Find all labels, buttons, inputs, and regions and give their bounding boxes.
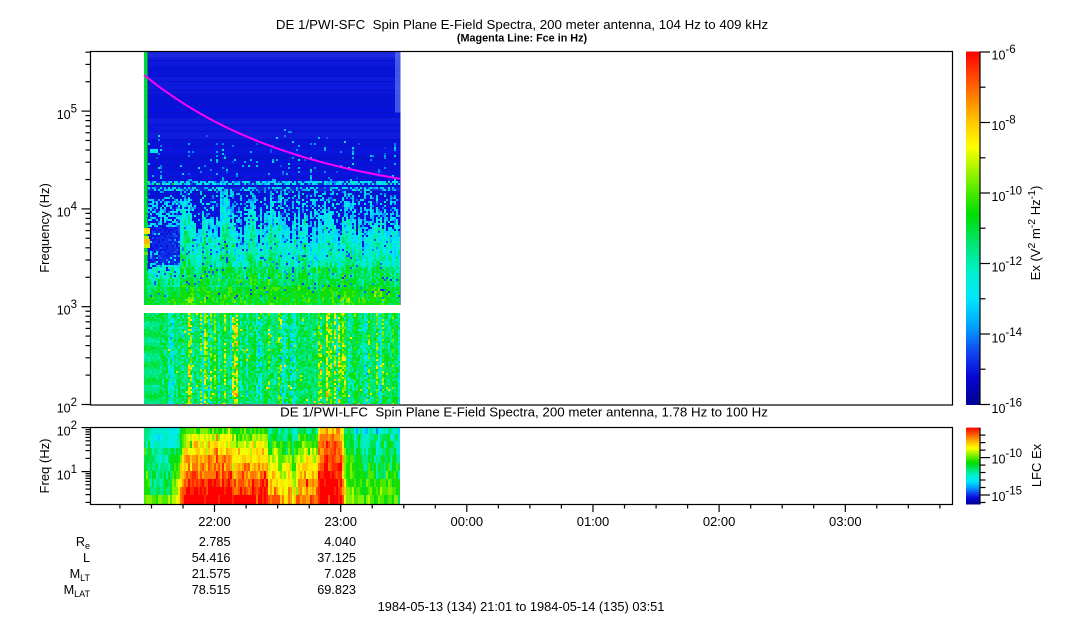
svg-text:DE 1/PWI-SFC Spin Plane E-Fie: DE 1/PWI-SFC Spin Plane E-Field Spectra,… (276, 17, 768, 32)
svg-text:Freq (Hz): Freq (Hz) (37, 439, 52, 494)
svg-text:01:00: 01:00 (577, 514, 610, 529)
svg-text:23:00: 23:00 (324, 514, 357, 529)
svg-text:00:00: 00:00 (451, 514, 484, 529)
svg-text:Ex (V2 m-2 Hz-1): Ex (V2 m-2 Hz-1) (1026, 186, 1043, 281)
svg-text:L: L (83, 551, 90, 565)
svg-text:78.515: 78.515 (192, 583, 231, 597)
svg-text:4.040: 4.040 (324, 535, 356, 549)
svg-text:22:00: 22:00 (198, 514, 231, 529)
svg-text:LFC Ex: LFC Ex (1029, 443, 1044, 487)
svg-text:02:00: 02:00 (703, 514, 736, 529)
svg-text:69.823: 69.823 (317, 583, 356, 597)
svg-text:54.416: 54.416 (192, 551, 231, 565)
svg-text:1984-05-13 (134) 21:01 to 1984: 1984-05-13 (134) 21:01 to 1984-05-14 (13… (378, 599, 665, 614)
svg-text:37.125: 37.125 (317, 551, 356, 565)
svg-text:(Magenta Line: Fce in Hz): (Magenta Line: Fce in Hz) (457, 32, 588, 44)
svg-text:2.785: 2.785 (199, 535, 231, 549)
svg-text:7.028: 7.028 (324, 567, 356, 581)
svg-text:DE 1/PWI-LFC Spin Plane E-Fie: DE 1/PWI-LFC Spin Plane E-Field Spectra,… (280, 405, 768, 420)
svg-text:21.575: 21.575 (192, 567, 231, 581)
svg-text:03:00: 03:00 (829, 514, 862, 529)
svg-text:Frequency (Hz): Frequency (Hz) (37, 183, 52, 273)
